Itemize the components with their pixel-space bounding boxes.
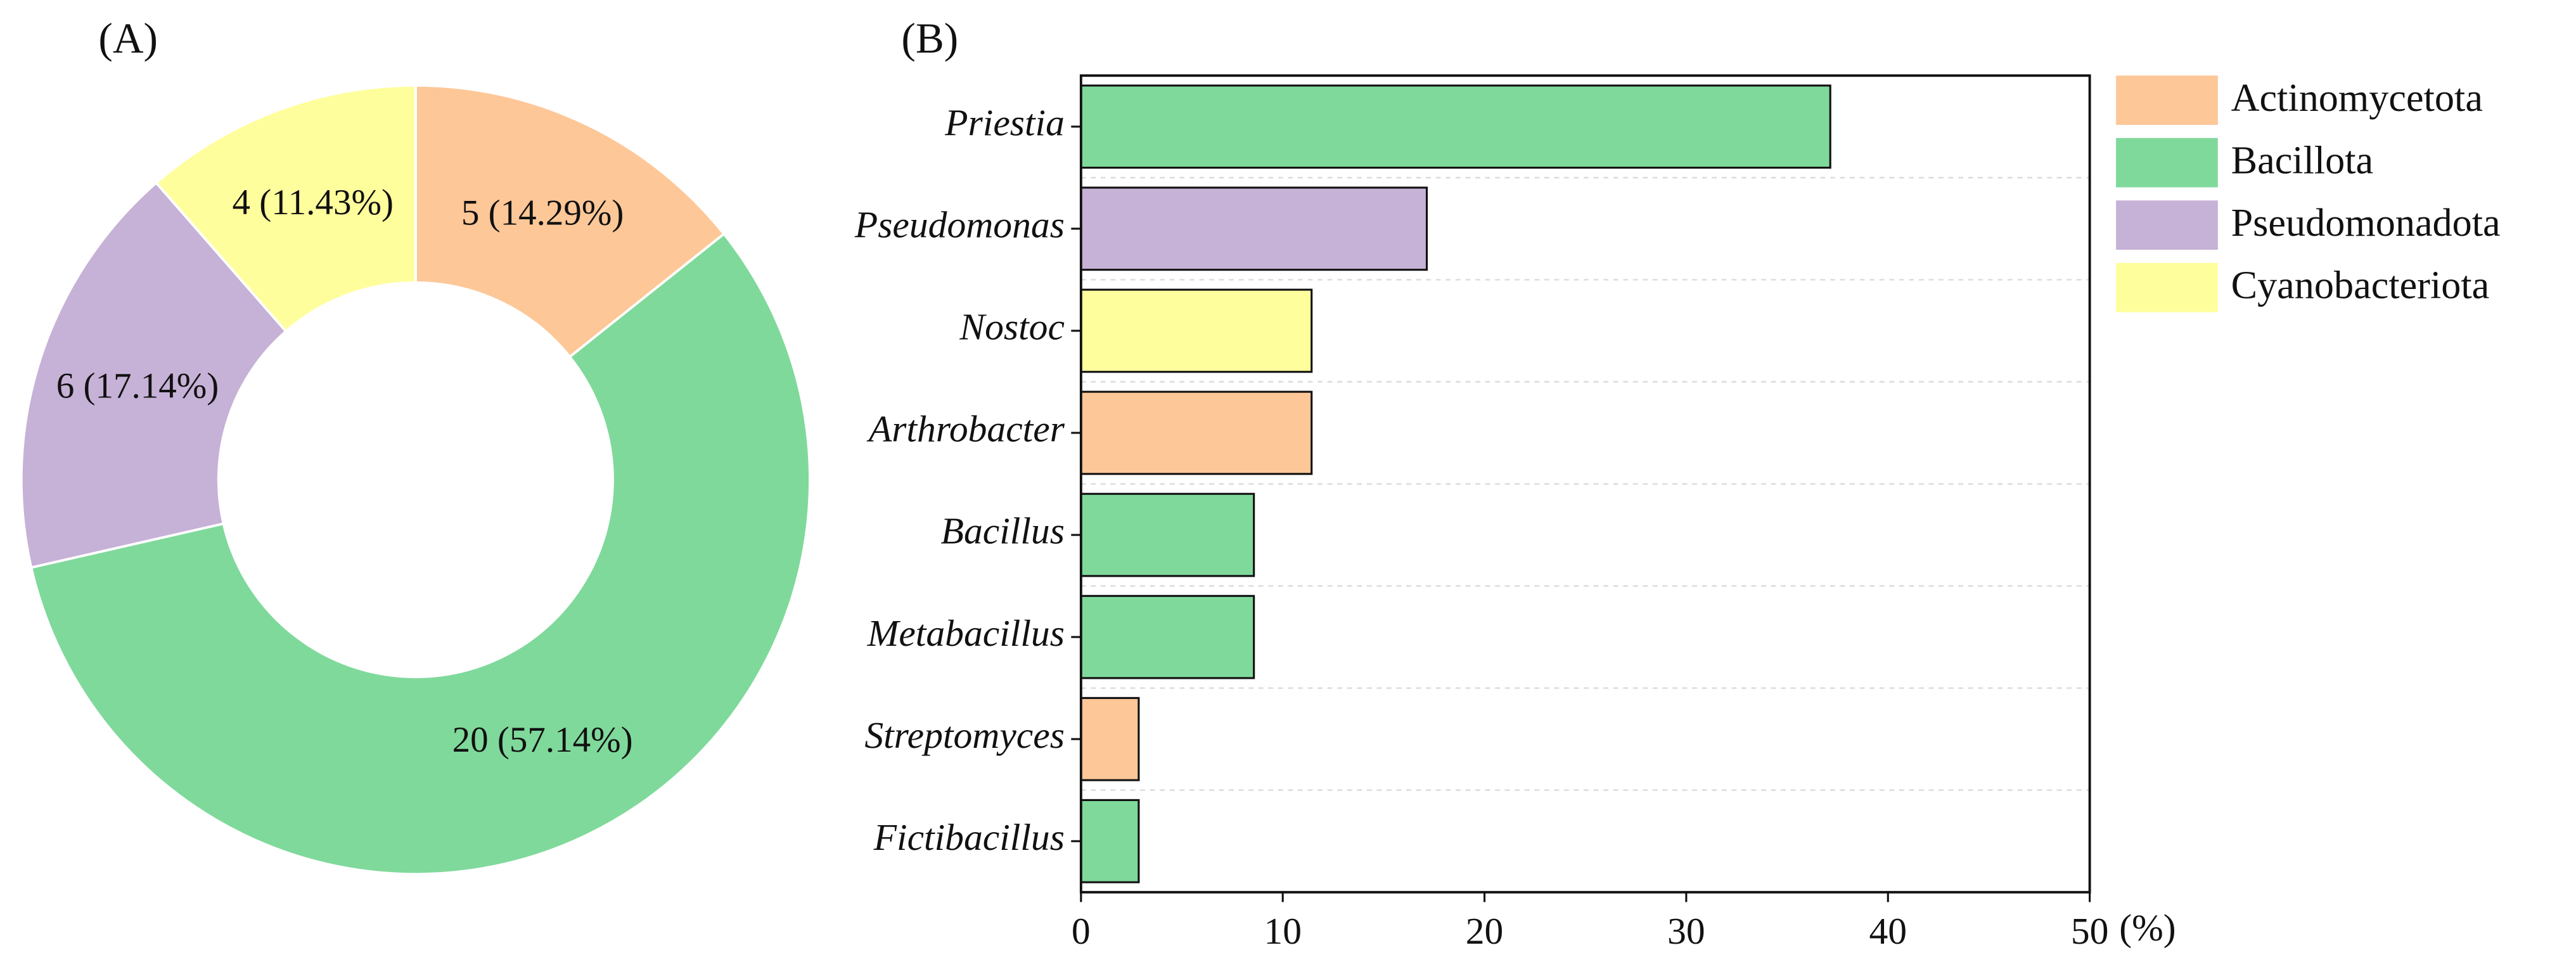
legend-swatch (2116, 200, 2218, 250)
legend-swatch (2116, 138, 2218, 188)
bar (1080, 186, 1428, 271)
pie-slice (154, 84, 417, 333)
y-tick-label: Streptomyces (864, 714, 1065, 756)
slice-label: 20 (57.14%) (452, 720, 633, 760)
bar (1080, 288, 1313, 373)
y-tick-label: Arthrobacter (866, 408, 1065, 450)
y-tick-label: Nostoc (959, 306, 1065, 348)
bar (1080, 390, 1313, 475)
y-tick-label: Priestia (944, 101, 1065, 143)
legend-label: Cyanobacteriota (2231, 264, 2490, 307)
x-tick-label: 30 (1667, 910, 1705, 952)
slice-label: 4 (11.43%) (233, 183, 394, 222)
legend-label: Pseudomonadota (2231, 202, 2501, 245)
pie-slice (20, 181, 288, 569)
legend-label: Actinomycetota (2231, 77, 2483, 120)
y-tick-label: Metabacillus (867, 612, 1065, 654)
x-axis-label: (%) (2119, 907, 2176, 949)
y-tick-label: Bacillus (941, 510, 1065, 552)
slice-label: 5 (14.29%) (461, 193, 624, 233)
y-tick-label: Fictibacillus (873, 816, 1065, 858)
bar (1080, 84, 1831, 169)
y-tick-label: Pseudomonas (854, 204, 1065, 246)
plot-frame (1079, 74, 2091, 894)
pie-slice (414, 84, 726, 359)
legend-swatch (2116, 75, 2218, 125)
slice-label: 6 (17.14%) (56, 366, 219, 406)
bar (1080, 492, 1255, 577)
x-tick-label: 10 (1264, 910, 1302, 952)
panel-label: (B) (901, 15, 958, 62)
x-tick-label: 0 (1072, 910, 1091, 952)
panel-label: (A) (98, 15, 158, 62)
bar (1080, 594, 1255, 679)
pie-slice (29, 232, 812, 876)
x-tick-label: 40 (1869, 910, 1907, 952)
x-tick-label: 20 (1466, 910, 1504, 952)
legend-label: Bacillota (2231, 139, 2374, 183)
x-tick-label: 50 (2071, 910, 2109, 952)
bar (1080, 697, 1140, 781)
bar (1080, 799, 1140, 883)
legend-swatch (2116, 262, 2218, 312)
